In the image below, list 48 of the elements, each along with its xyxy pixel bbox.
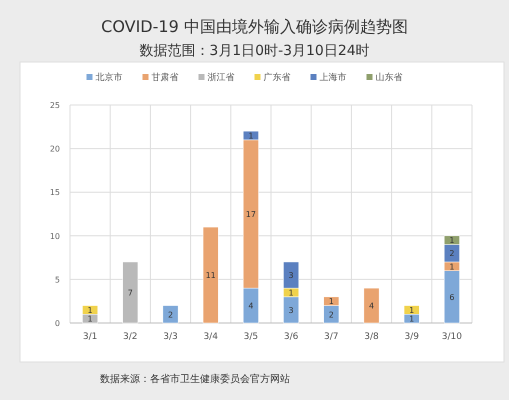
source-note: 数据来源：各省市卫生健康委员会官方网站 xyxy=(100,373,290,385)
y-tick-label: 10 xyxy=(50,232,60,241)
data-label: 11 xyxy=(206,271,216,280)
data-label: 17 xyxy=(246,210,256,219)
data-label: 4 xyxy=(368,302,374,311)
data-label: 2 xyxy=(168,310,174,320)
data-label: 1 xyxy=(248,132,254,141)
x-tick-label: 3/3 xyxy=(163,332,178,342)
data-label: 3 xyxy=(288,271,294,280)
x-tick-label: 3/7 xyxy=(324,332,339,342)
x-tick-label: 3/2 xyxy=(123,332,138,342)
y-tick-label: 15 xyxy=(50,188,60,198)
legend-label: 上海市 xyxy=(320,72,346,83)
x-tick-label: 3/6 xyxy=(284,332,299,342)
legend-label: 北京市 xyxy=(96,72,122,83)
chart-subtitle: 数据范围：3月1日0时-3月10日24时 xyxy=(139,43,370,59)
legend-label: 广东省 xyxy=(264,72,290,83)
x-tick-label: 3/8 xyxy=(364,332,380,342)
bar xyxy=(202,226,219,324)
x-tick-label: 3/9 xyxy=(404,332,420,342)
data-label: 1 xyxy=(328,297,334,306)
y-tick-label: 0 xyxy=(54,319,60,328)
data-label: 1 xyxy=(449,236,454,246)
data-label: 1 xyxy=(288,288,294,298)
data-label: 1 xyxy=(88,314,93,324)
legend-label: 甘肃省 xyxy=(152,72,178,83)
bar xyxy=(364,288,380,324)
legend-label: 浙江省 xyxy=(208,72,234,83)
data-label: 1 xyxy=(88,306,93,315)
x-tick-label: 3/5 xyxy=(244,332,258,342)
data-label: 1 xyxy=(409,306,414,315)
chart-title: COVID-19 中国由境外输入确诊病例趋势图 xyxy=(101,17,408,36)
x-tick-label: 3/4 xyxy=(203,332,218,342)
legend-label: 山东省 xyxy=(376,72,402,83)
data-label: 7 xyxy=(128,288,133,298)
data-label: 6 xyxy=(449,292,454,302)
x-tick-label: 3/1 xyxy=(82,332,98,342)
bar xyxy=(162,305,178,324)
data-label: 2 xyxy=(449,249,454,258)
data-label: 3 xyxy=(288,306,294,315)
data-label: 1 xyxy=(449,262,454,272)
data-label: 1 xyxy=(409,314,414,324)
data-label: 2 xyxy=(328,310,334,320)
y-tick-label: 20 xyxy=(50,144,60,154)
y-tick-label: 25 xyxy=(50,101,60,110)
data-label: 4 xyxy=(248,302,254,311)
y-tick-label: 5 xyxy=(54,275,60,284)
x-tick-label: 3/10 xyxy=(442,332,462,342)
